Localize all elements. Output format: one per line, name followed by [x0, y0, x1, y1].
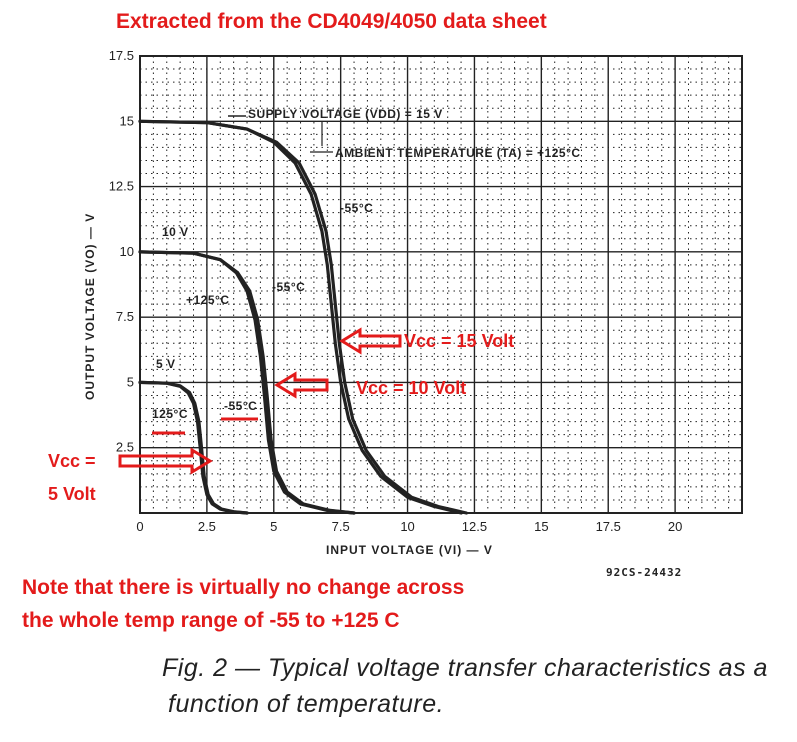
y-tick-label: 15 — [120, 113, 134, 128]
y-tick-label: 5 — [127, 374, 134, 389]
y-tick-label: 17.5 — [109, 48, 134, 63]
x-tick-label: 17.5 — [596, 519, 621, 534]
label-vcc-10: Vcc = 10 Volt — [356, 378, 466, 398]
note-line-1: Note that there is virtually no change a… — [22, 576, 465, 599]
series-line-1 — [138, 380, 249, 515]
arrow-15v-icon — [339, 327, 402, 355]
caption-line-2: function of temperature. — [168, 690, 445, 718]
x-tick-label: 7.5 — [332, 519, 350, 534]
header-title: Extracted from the CD4049/4050 data shee… — [116, 10, 547, 33]
x-axis-title: INPUT VOLTAGE (VI) — V — [326, 543, 493, 557]
red-markup — [118, 327, 402, 475]
annotation-15v-minus55: -55°C — [340, 201, 373, 215]
y-tick-label: 7.5 — [116, 309, 134, 324]
x-tick-label: 15 — [534, 519, 548, 534]
annotation-10v-label: 10 V — [162, 225, 189, 239]
annotation-5v-minus55: -55°C — [224, 399, 257, 413]
x-tick-label: 20 — [668, 519, 682, 534]
label-vcc-15: Vcc = 15 Volt — [404, 331, 514, 351]
note-text: Note that there is virtually no change a… — [22, 571, 464, 637]
figure-reference: 92CS-24432 — [606, 566, 683, 579]
y-tick-label: 10 — [120, 244, 134, 259]
label-vcc-5-line1: Vcc = — [48, 451, 96, 471]
x-tick-label: 12.5 — [462, 519, 487, 534]
annotation-5v-label: 5 V — [156, 357, 176, 371]
y-axis-title: OUTPUT VOLTAGE (VO) — V — [83, 213, 97, 400]
arrow-5v-icon — [118, 447, 213, 475]
figure-caption: Fig. 2 — Typical voltage transfer charac… — [162, 650, 768, 722]
annotation-10v-minus55: -55°C — [272, 280, 305, 294]
annotation-supply-group: SUPPLY VOLTAGE (VDD) = 15 V AMBIENT TEMP… — [152, 107, 581, 421]
x-tick-label: 10 — [400, 519, 414, 534]
chart-ticks: 0 2.5 5 7.5 10 12.5 15 17.5 20 2.5 5 7.5 10 12.5 15 17.… — [109, 48, 683, 534]
y-tick-label: 12.5 — [109, 179, 134, 194]
annotation-ambient-temp: AMBIENT TEMPERATURE (TA) = +125°C — [335, 146, 581, 160]
chart-grid — [139, 55, 743, 514]
arrow-10v-icon — [274, 371, 329, 399]
annotation-5v-125: 125°C — [152, 407, 188, 421]
series-line-5 — [138, 119, 468, 515]
series-line-3 — [138, 250, 356, 515]
annotation-10v-plus125: +125°C — [186, 293, 230, 307]
note-line-2: the whole temp range of -55 to +125 C — [22, 609, 400, 632]
annotation-supply-voltage: SUPPLY VOLTAGE (VDD) = 15 V — [248, 107, 443, 121]
caption-line-1: Fig. 2 — Typical voltage transfer charac… — [162, 654, 768, 682]
x-tick-label: 0 — [136, 519, 143, 534]
chart-curves — [138, 119, 468, 515]
x-tick-label: 2.5 — [198, 519, 216, 534]
label-vcc-5-line2: 5 Volt — [48, 484, 96, 504]
x-tick-label: 5 — [270, 519, 277, 534]
y-tick-label: 2.5 — [116, 440, 134, 455]
plot-frame — [139, 55, 743, 514]
